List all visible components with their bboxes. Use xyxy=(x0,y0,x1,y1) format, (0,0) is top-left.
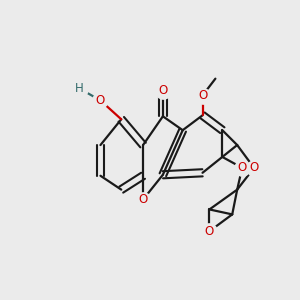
Text: O: O xyxy=(198,89,207,102)
Text: O: O xyxy=(205,225,214,238)
Text: O: O xyxy=(96,94,105,107)
Text: O: O xyxy=(249,161,259,174)
Text: H: H xyxy=(75,82,84,95)
Text: O: O xyxy=(138,193,148,206)
Text: O: O xyxy=(238,161,247,174)
Text: O: O xyxy=(158,84,167,97)
